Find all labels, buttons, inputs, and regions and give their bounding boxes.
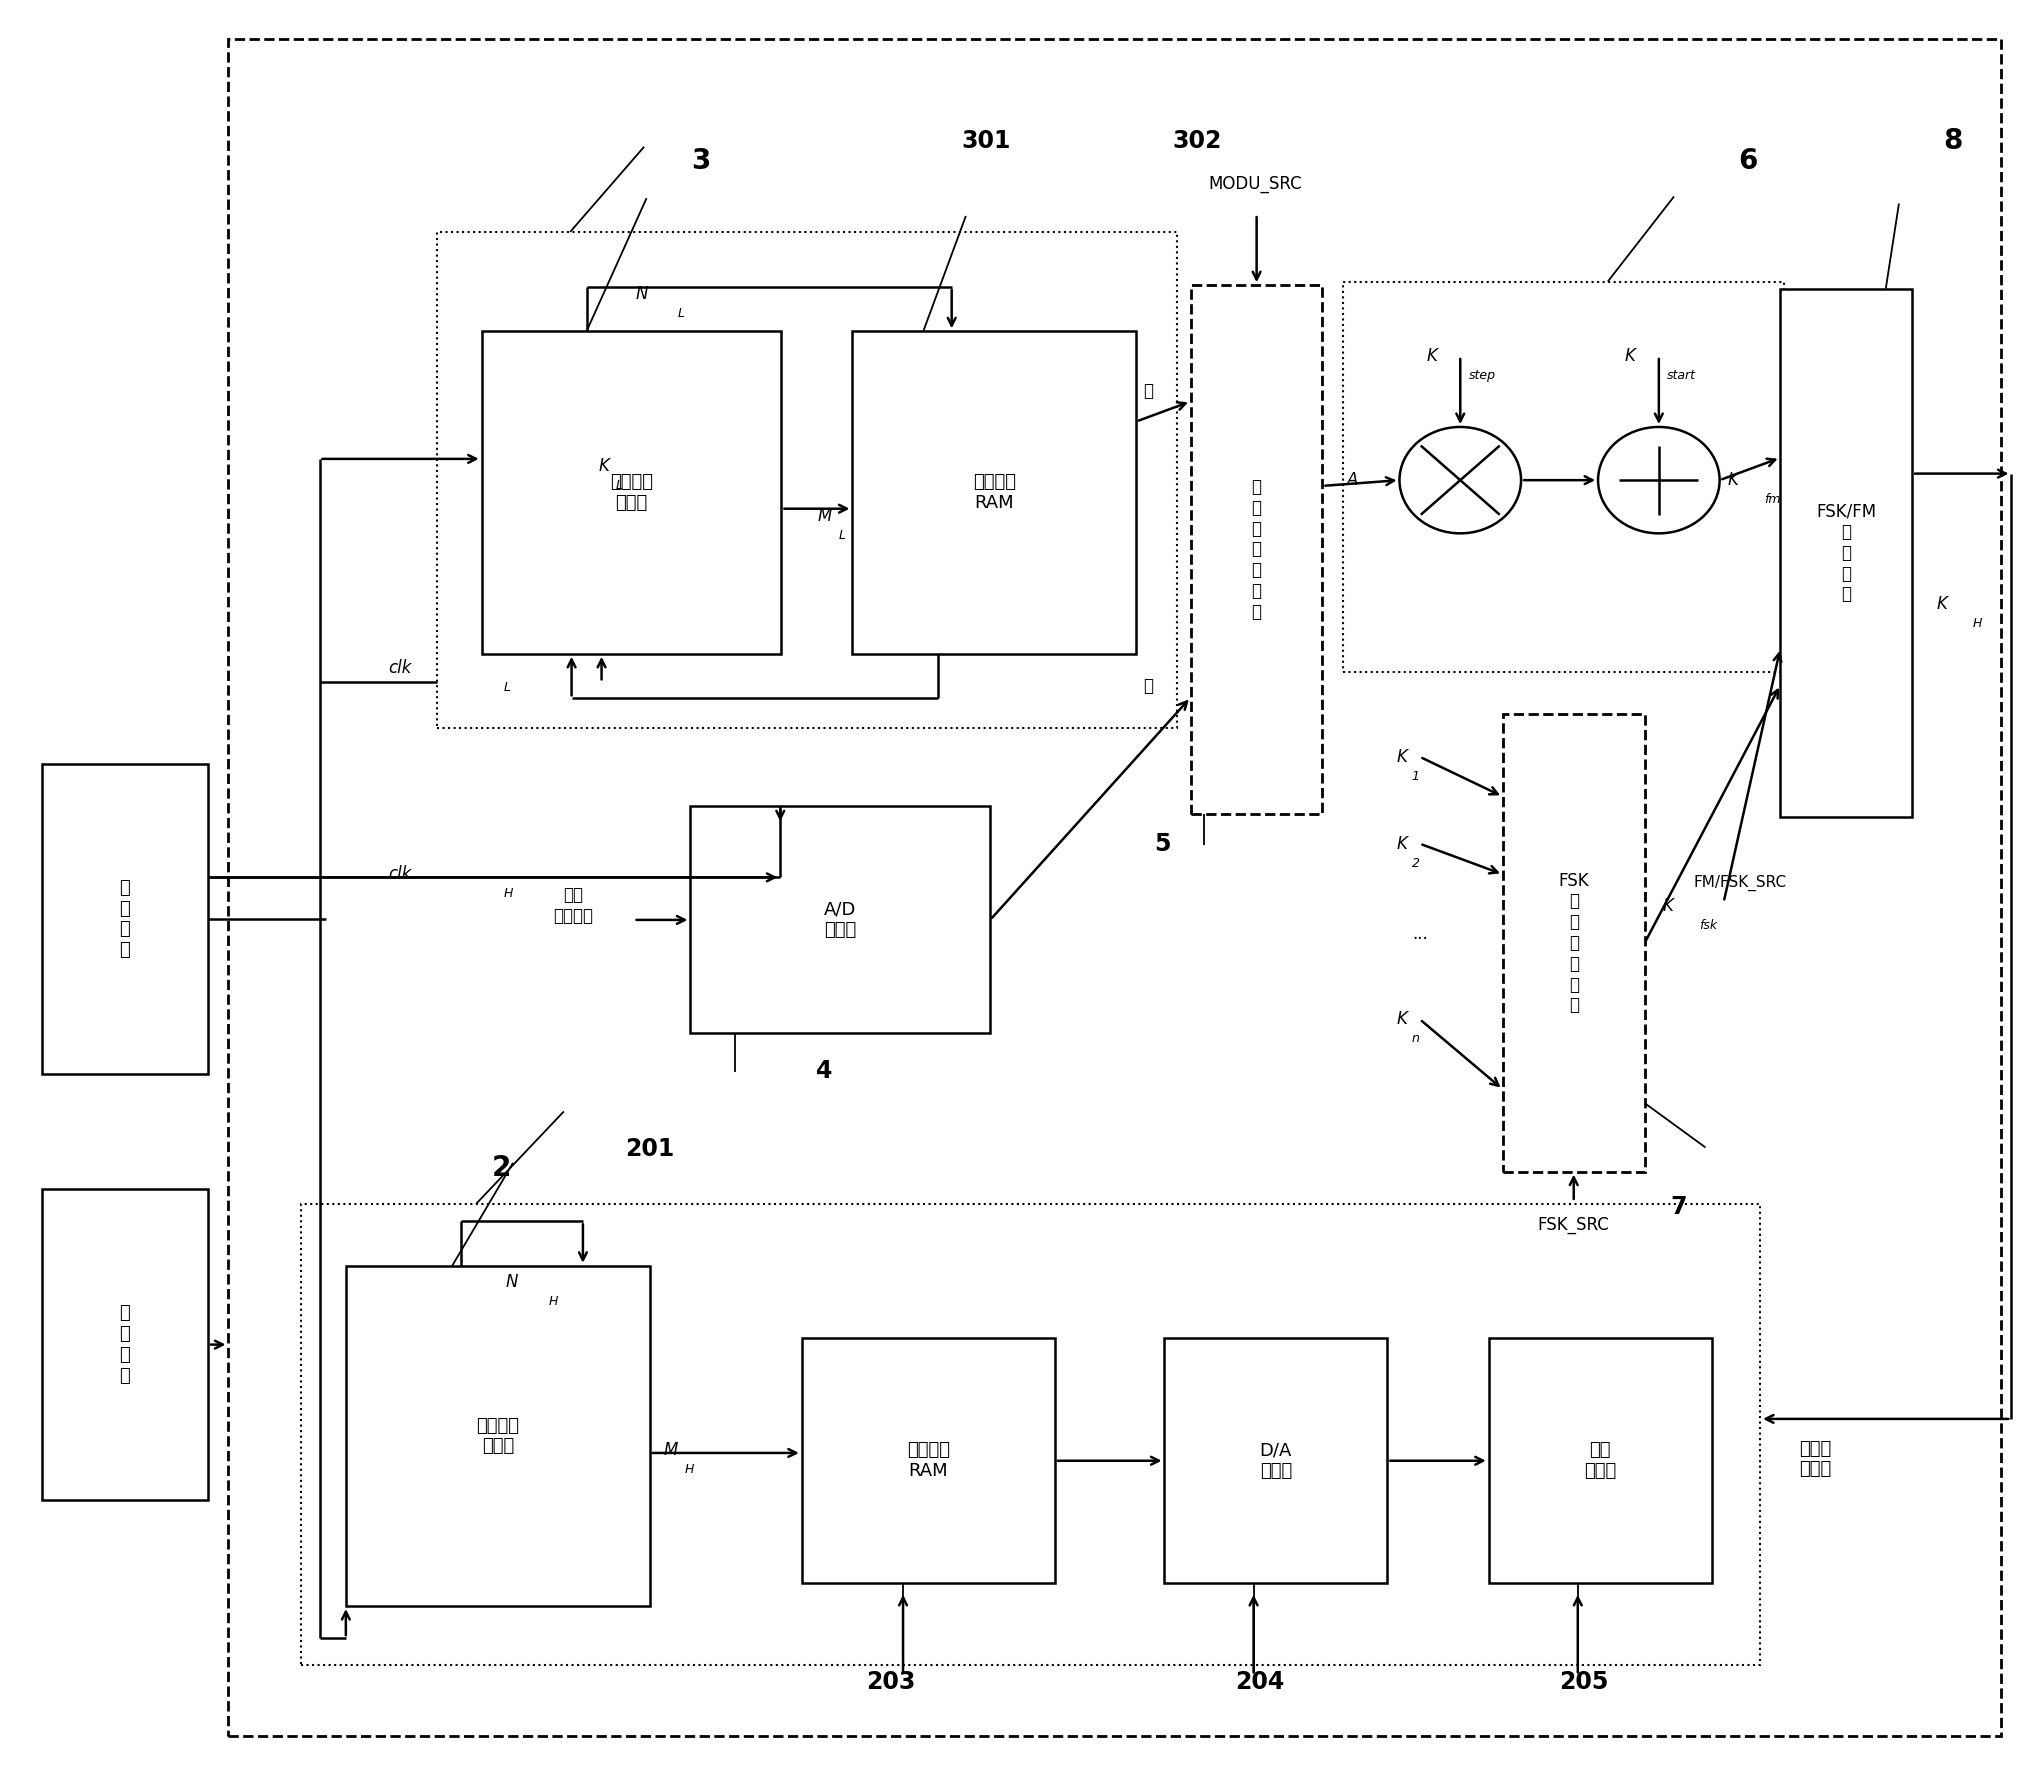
Text: 控
制
电
路: 控 制 电 路 — [120, 1304, 130, 1385]
FancyBboxPatch shape — [43, 764, 209, 1074]
FancyBboxPatch shape — [481, 330, 781, 654]
Text: H: H — [684, 1463, 694, 1476]
Text: 高速相位
累加器: 高速相位 累加器 — [477, 1417, 519, 1455]
Text: M: M — [663, 1440, 678, 1460]
Text: K: K — [1426, 346, 1437, 366]
Text: H: H — [548, 1295, 558, 1307]
Text: K: K — [1936, 595, 1948, 613]
Text: n: n — [1412, 1032, 1420, 1046]
Text: K: K — [1396, 835, 1408, 852]
Text: 时
钟
电
路: 时 钟 电 路 — [120, 879, 130, 959]
Text: N: N — [505, 1273, 517, 1291]
Text: fm: fm — [1763, 494, 1781, 506]
Text: K: K — [1729, 471, 1739, 488]
Text: D/A
转换器: D/A 转换器 — [1260, 1442, 1292, 1479]
Text: 数字调
制信号: 数字调 制信号 — [1800, 1440, 1830, 1478]
Text: 1: 1 — [1412, 769, 1420, 783]
Text: 302: 302 — [1173, 130, 1221, 153]
Text: 201: 201 — [625, 1137, 674, 1162]
Text: MODU_SRC: MODU_SRC — [1209, 176, 1303, 194]
Text: K: K — [1625, 346, 1635, 366]
Text: 高速波形
RAM: 高速波形 RAM — [907, 1442, 950, 1479]
Text: 外: 外 — [1142, 677, 1152, 694]
Text: 低速相位
累加器: 低速相位 累加器 — [611, 472, 653, 511]
Text: H: H — [1972, 618, 1982, 630]
Text: start: start — [1668, 369, 1696, 382]
Text: 2: 2 — [1412, 856, 1420, 870]
Text: 6: 6 — [1739, 147, 1757, 176]
Text: K: K — [1396, 1011, 1408, 1028]
FancyBboxPatch shape — [801, 1339, 1055, 1582]
Text: FSK
频
率
选
择
开
关: FSK 频 率 选 择 开 关 — [1558, 872, 1589, 1014]
Text: L: L — [503, 682, 511, 694]
FancyBboxPatch shape — [690, 806, 990, 1034]
Text: FSK_SRC: FSK_SRC — [1538, 1217, 1609, 1234]
Text: K: K — [1664, 897, 1674, 915]
Text: A/D
转换器: A/D 转换器 — [824, 900, 856, 940]
FancyBboxPatch shape — [1779, 289, 1911, 817]
Text: A: A — [1347, 471, 1357, 488]
Text: 5: 5 — [1155, 831, 1171, 856]
Text: FSK/FM
选
择
开
关: FSK/FM 选 择 开 关 — [1816, 503, 1877, 604]
FancyBboxPatch shape — [345, 1266, 649, 1606]
Text: K: K — [1396, 748, 1408, 765]
Text: L: L — [678, 307, 686, 320]
FancyBboxPatch shape — [1191, 286, 1323, 813]
FancyBboxPatch shape — [852, 330, 1136, 654]
Text: 301: 301 — [962, 130, 1010, 153]
FancyBboxPatch shape — [43, 1190, 209, 1499]
Text: 204: 204 — [1236, 1671, 1284, 1694]
Text: 8: 8 — [1944, 128, 1962, 156]
FancyBboxPatch shape — [1489, 1339, 1712, 1582]
Text: 内: 内 — [1142, 382, 1152, 401]
FancyBboxPatch shape — [1503, 714, 1646, 1172]
Text: 3: 3 — [690, 147, 710, 176]
Text: 205: 205 — [1558, 1671, 1609, 1694]
Text: 低通
滤波器: 低通 滤波器 — [1585, 1442, 1617, 1479]
Text: clk: clk — [388, 659, 412, 677]
Text: FM/FSK_SRC: FM/FSK_SRC — [1694, 874, 1786, 892]
Text: 2: 2 — [493, 1154, 511, 1183]
Text: 外部
调制波形: 外部 调制波形 — [552, 886, 592, 925]
Text: 7: 7 — [1670, 1195, 1688, 1218]
Text: L: L — [615, 480, 623, 492]
FancyBboxPatch shape — [1165, 1339, 1388, 1582]
Text: ...: ... — [1412, 925, 1428, 943]
Text: K: K — [599, 456, 609, 474]
Text: N: N — [635, 284, 647, 304]
Text: 4: 4 — [816, 1058, 832, 1083]
Text: M: M — [818, 506, 832, 524]
Text: 调
制
源
选
择
开
关: 调 制 源 选 择 开 关 — [1252, 478, 1262, 622]
Text: fsk: fsk — [1700, 918, 1717, 932]
Text: H: H — [503, 886, 513, 900]
Text: 低速波形
RAM: 低速波形 RAM — [972, 472, 1017, 511]
Text: step: step — [1469, 369, 1495, 382]
Text: clk: clk — [388, 865, 412, 883]
Text: L: L — [838, 529, 846, 542]
Text: 203: 203 — [866, 1671, 915, 1694]
